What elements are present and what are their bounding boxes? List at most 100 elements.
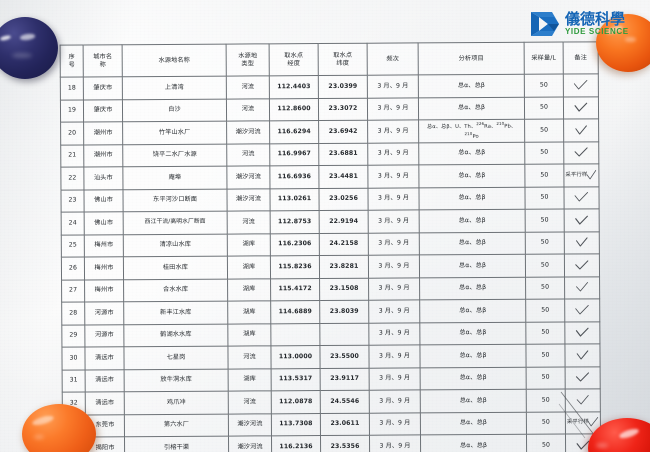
cell-frequency: 3 月、9 月 bbox=[368, 232, 420, 256]
cell-latitude: 24.2158 bbox=[319, 232, 369, 256]
orange-magnet-highlight-2 bbox=[33, 435, 45, 440]
cell-longitude: 112.4403 bbox=[269, 75, 319, 99]
handwritten-check-icon bbox=[574, 192, 589, 203]
cell-analysis-items: 总α、总β bbox=[420, 389, 527, 413]
cell-latitude: 23.0611 bbox=[320, 412, 370, 436]
cell-city: 清远市 bbox=[85, 369, 125, 392]
cell-sample-volume: 50 bbox=[525, 344, 566, 367]
cell-city: 梅州市 bbox=[84, 279, 124, 302]
cell-city: 肇庆市 bbox=[83, 76, 123, 100]
handwritten-check-icon bbox=[575, 282, 590, 293]
cell-frequency: 3 月、9 月 bbox=[369, 389, 421, 413]
cell-sample-volume: 50 bbox=[525, 231, 565, 255]
cell-no: 19 bbox=[60, 99, 84, 123]
cell-latitude: 23.1508 bbox=[319, 277, 369, 301]
cell-sample-volume: 50 bbox=[524, 119, 564, 142]
cell-analysis-items: 总α、总β bbox=[418, 186, 526, 210]
cell-source-type: 湖库 bbox=[228, 368, 272, 392]
cell-frequency: 3 月、9 月 bbox=[368, 277, 420, 301]
cell-remark bbox=[563, 141, 599, 165]
header-cell-frequency: 频次 bbox=[367, 42, 419, 76]
cell-analysis-items: 总α、总β bbox=[419, 276, 526, 300]
cell-longitude: 113.7308 bbox=[271, 413, 321, 436]
table-row: 20 潮州市 竹竿山水厂 潮汐河流 116.6294 23.6942 3 月、9 月总α、总… bbox=[60, 118, 599, 145]
cell-source-name: 东平河沙口断面 bbox=[122, 188, 228, 212]
cell-no: 31 bbox=[62, 369, 86, 393]
cell-analysis-items: 总α、总β bbox=[419, 344, 527, 368]
cell-source-type: 湖库 bbox=[227, 255, 271, 279]
cell-analysis-items: 总α、总β bbox=[419, 231, 526, 255]
cell-city: 河源市 bbox=[84, 324, 124, 347]
cell-longitude bbox=[270, 323, 320, 346]
cell-city: 清远市 bbox=[84, 346, 125, 370]
cell-latitude: 23.8039 bbox=[319, 300, 369, 324]
cell-remark: 采平行样 bbox=[565, 411, 601, 435]
cell-analysis-items: 总α、总β、U、Th、226Ra、210Pb、 210Po bbox=[418, 119, 525, 143]
cell-longitude: 116.2306 bbox=[270, 233, 320, 256]
cell-sample-volume: 50 bbox=[525, 254, 565, 277]
cell-source-type: 河流 bbox=[226, 75, 270, 99]
cell-no: 34 bbox=[62, 436, 86, 452]
cell-source-type: 河流 bbox=[227, 345, 272, 369]
table-row: 34 揭阳市 引榕干渠 潮汐河流 116.2136 23.5356 3 月、9 月总α、总β… bbox=[62, 433, 601, 452]
cell-longitude: 114.6889 bbox=[270, 300, 320, 324]
cell-no: 26 bbox=[61, 256, 85, 280]
cell-analysis-items: 总α、总β bbox=[418, 164, 525, 188]
cell-source-name: 合水水库 bbox=[123, 278, 228, 302]
cell-source-type: 潮汐河流 bbox=[226, 120, 270, 144]
cell-remark bbox=[563, 73, 599, 97]
water-source-table: 序号 城市名称 水源地名称 水源地 类型 取水点 经度 取水点 纬度 频次 分析项目 … bbox=[59, 41, 602, 452]
table-row: 30 清远市 七星岗 河流 113.0000 23.5500 3 月、9 月总α、总β 50 bbox=[61, 343, 601, 370]
cell-frequency: 3 月、9 月 bbox=[367, 164, 419, 188]
header-cell-city: 城市名称 bbox=[83, 44, 123, 77]
cell-analysis-items: 总α、总β bbox=[418, 96, 525, 120]
table-row: 32 清远市 鸡爪冲 河流 112.0878 24.5546 3 月、9 月总α、总β 50 bbox=[62, 388, 601, 415]
handwritten-check-icon bbox=[574, 259, 589, 270]
handwritten-check-icon bbox=[575, 327, 590, 338]
cell-frequency: 3 月、9 月 bbox=[368, 299, 420, 323]
cell-city: 清远市 bbox=[85, 391, 125, 415]
cell-remark bbox=[565, 388, 601, 412]
cell-city: 佛山市 bbox=[84, 211, 124, 235]
cell-remark bbox=[564, 276, 600, 300]
cell-source-name: 桂田水库 bbox=[123, 256, 228, 280]
cell-source-type: 潮汐河流 bbox=[226, 165, 270, 189]
orange-magnet-highlight bbox=[31, 414, 56, 428]
header-cell-name: 水源地名称 bbox=[122, 44, 227, 77]
cell-no: 21 bbox=[60, 144, 84, 168]
cell-source-type: 潮汐河流 bbox=[226, 188, 271, 212]
table-row: 19 肇庆市 白沙 河流 112.8600 23.3072 3 月、9 月总α、总β 50 bbox=[60, 96, 599, 123]
logo-brand-en: YIDE SCIENCE bbox=[565, 27, 629, 36]
cell-no: 27 bbox=[61, 279, 85, 303]
table-row: 29 河源市 鹤湖水水库 湖库 3 月、9 月总α、总β 50 bbox=[61, 321, 600, 348]
handwritten-check-icon bbox=[573, 102, 588, 113]
navy-magnet-highlight bbox=[0, 34, 11, 42]
table-row: 31 清远市 放牛洞水库 湖库 113.5317 23.9117 3 月、9 月总α、总β 5… bbox=[62, 366, 601, 393]
cell-source-type: 潮汐河流 bbox=[228, 435, 272, 452]
cell-frequency: 3 月、9 月 bbox=[367, 74, 419, 98]
cell-city: 河源市 bbox=[84, 301, 124, 325]
cell-no: 33 bbox=[62, 414, 86, 438]
cell-analysis-items: 总α、总β bbox=[420, 411, 527, 435]
handwritten-check-icon bbox=[575, 394, 590, 405]
cell-sample-volume: 50 bbox=[524, 74, 564, 97]
handwritten-check-icon bbox=[575, 349, 590, 360]
cell-sample-volume: 50 bbox=[524, 141, 564, 165]
cell-latitude: 23.6942 bbox=[318, 120, 368, 144]
cell-sample-volume: 50 bbox=[526, 389, 566, 412]
cell-analysis-items: 总α、总β bbox=[419, 254, 526, 278]
cell-source-type: 河流 bbox=[226, 98, 270, 122]
navy-magnet-highlight-2 bbox=[19, 32, 35, 41]
cell-longitude: 116.6936 bbox=[269, 165, 319, 189]
cell-city: 佛山市 bbox=[83, 189, 124, 212]
table-row: 24 佛山市 西江干流/高明水厂断面 河流 112.8753 22.9194 3 月、9 月… bbox=[61, 208, 600, 235]
cell-sample-volume: 50 bbox=[526, 366, 566, 390]
cell-no: 24 bbox=[61, 211, 85, 235]
cell-source-type: 湖库 bbox=[227, 278, 271, 302]
cell-longitude: 116.9967 bbox=[269, 143, 319, 166]
cell-frequency: 3 月、9 月 bbox=[369, 367, 421, 391]
header-cell-remark: 备注 bbox=[563, 41, 599, 75]
handwritten-check-icon bbox=[574, 237, 589, 248]
cell-source-name: 鹤湖水水库 bbox=[123, 323, 228, 347]
